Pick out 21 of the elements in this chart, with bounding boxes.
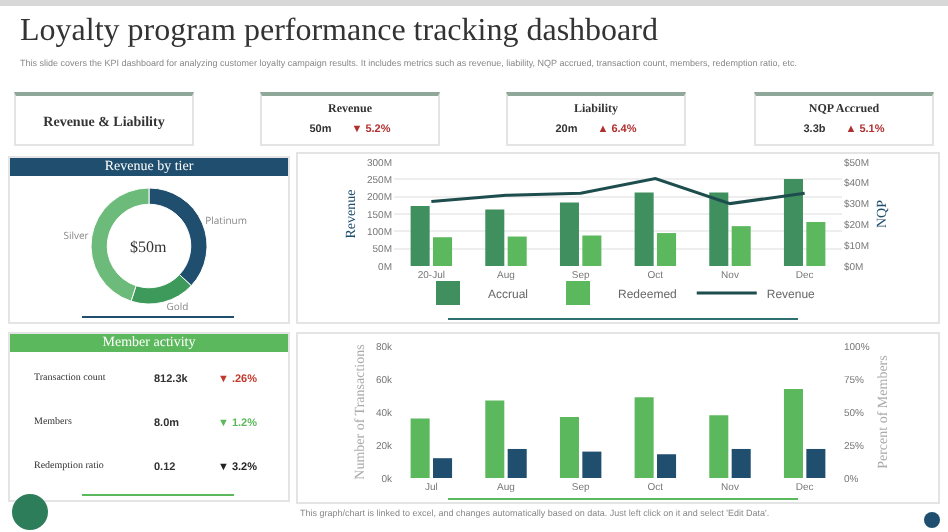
bar — [731, 226, 751, 266]
bar — [485, 400, 505, 478]
bar — [433, 237, 453, 266]
text: $50m — [130, 238, 168, 256]
bar — [783, 388, 803, 478]
line-series — [429, 177, 807, 206]
bar — [559, 416, 579, 478]
bar — [582, 235, 602, 266]
bar — [806, 221, 826, 266]
bar — [559, 202, 579, 266]
bar — [709, 192, 729, 266]
text: Loyalty program performance tracking dashboard — [20, 14, 658, 50]
bar — [410, 418, 430, 478]
bar — [709, 415, 729, 478]
bar — [783, 178, 803, 266]
bar — [634, 192, 654, 266]
bar — [410, 206, 430, 266]
bar — [507, 236, 527, 266]
bar — [485, 209, 505, 266]
bar — [634, 397, 654, 478]
bar — [657, 233, 677, 266]
